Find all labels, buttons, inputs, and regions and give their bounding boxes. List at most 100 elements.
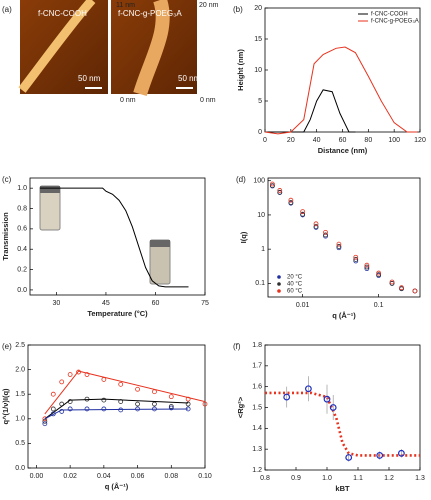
y-tick-label: 0.5 [15,440,25,447]
y-tick-label: 1.5 [15,391,25,398]
legend-label: f-CNC-g-POEG₃A [371,19,419,25]
legend-swatch [277,282,281,286]
x-tick-label: 80 [364,137,372,144]
y-axis-label: q^(1/ν)I(q) [1,388,10,425]
x-axis-label: kBT [335,484,350,493]
data-point [353,257,359,262]
x-tick-label: 45 [102,300,110,307]
x-tick-label: 1.3 [415,475,425,482]
series-line [44,370,206,415]
data-point [323,232,328,238]
data-point [305,385,312,393]
y-tick-label: 1.5 [252,404,262,411]
y-tick-label: 1.2 [252,467,262,474]
y-tick-label: 0 [258,129,262,136]
scale-label: 50 nm [78,74,101,83]
plot-frame [264,344,421,471]
y-tick-label: 20 [254,5,262,12]
x-tick-label: 120 [414,137,426,144]
plot-frame [264,7,421,133]
panel-label: (f) [233,342,241,351]
plot-frame [27,344,206,469]
series-line [265,89,356,133]
x-tick-label: 100 [388,137,400,144]
y-tick-label: 1.0 [15,416,25,423]
data-point [42,416,48,422]
panel-a: (a) f-CNC-COOH 50 nm 11 nm 0 nm f-CNC-g-… [2,0,219,104]
y-tick-label: 0.8 [17,205,27,212]
y-axis-label: Height (nm) [236,49,245,91]
x-axis-label: Temperature (°C) [87,309,148,318]
legend-label: f-CNC-COOH [371,12,408,18]
x-tick-label: 0.1 [374,302,384,309]
y-tick-label: 10 [257,212,265,219]
x-tick-label: 1.0 [322,475,332,482]
data-point [329,404,337,411]
series-line [39,187,189,288]
legend-label: 40 °C [287,282,303,288]
legend-label: 60 °C [287,289,303,295]
data-point [300,209,306,215]
panel-label: (b) [233,5,243,14]
y-tick-label: 1.0 [17,185,27,192]
data-point [168,405,174,411]
scale-label: 50 nm [178,74,201,83]
y-tick-label: 0.0 [15,465,25,472]
data-point [270,181,275,187]
x-tick-label: 0.8 [260,475,270,482]
color-scale-bottom: 0 nm [200,97,216,104]
data-point [336,241,342,247]
x-tick-label: 30 [53,300,61,307]
data-point [277,189,283,195]
x-tick-label: 0.06 [131,473,145,480]
data-point [42,421,48,427]
x-tick-label: 0.01 [296,302,310,309]
x-tick-label: 75 [201,300,209,307]
data-point [101,397,107,403]
data-point [398,449,405,457]
data-point [376,272,382,278]
data-point [135,401,140,407]
data-point [399,285,404,291]
color-scale-top: 11 nm [116,2,135,9]
data-point [376,270,382,276]
y-axis-label: Transmission [1,212,10,261]
data-point [202,401,208,407]
x-tick-label: 0.04 [97,473,111,480]
y-tick-label: 2.5 [15,342,25,349]
data-point [50,406,56,412]
y-tick-label: 0.0 [17,287,27,294]
data-point [84,406,90,412]
data-point [101,406,107,412]
x-axis-label: Distance (nm) [318,146,368,155]
panel-label: (d) [236,175,246,184]
x-axis-label: q (Å⁻¹) [332,311,356,320]
legend-swatch [277,289,281,293]
panel-label: (e) [2,342,12,351]
y-tick-label: 15 [254,36,262,43]
x-tick-label: 0.10 [198,473,212,480]
y-tick-label: 1.7 [252,363,262,370]
vial-cap [40,186,60,193]
data-point [323,229,328,235]
data-point [118,381,124,387]
x-tick-label: 40 [313,137,321,144]
y-tick-label: 1.3 [252,446,262,453]
data-point [67,372,73,377]
y-tick-label: 0.6 [17,226,27,233]
data-point [168,394,174,400]
y-tick-label: 5 [258,98,262,105]
data-point [270,183,275,188]
y-tick-label: 10 [254,67,262,74]
data-point [323,395,331,403]
series-line [44,398,189,420]
series-line [44,408,189,420]
y-tick-label: 100 [253,178,265,185]
y-axis-label: <Rg²> [236,396,245,418]
data-point [313,221,319,227]
data-point [101,377,107,382]
panel-label: (c) [2,175,12,184]
plot-frame [29,177,206,296]
fiber [18,0,96,93]
